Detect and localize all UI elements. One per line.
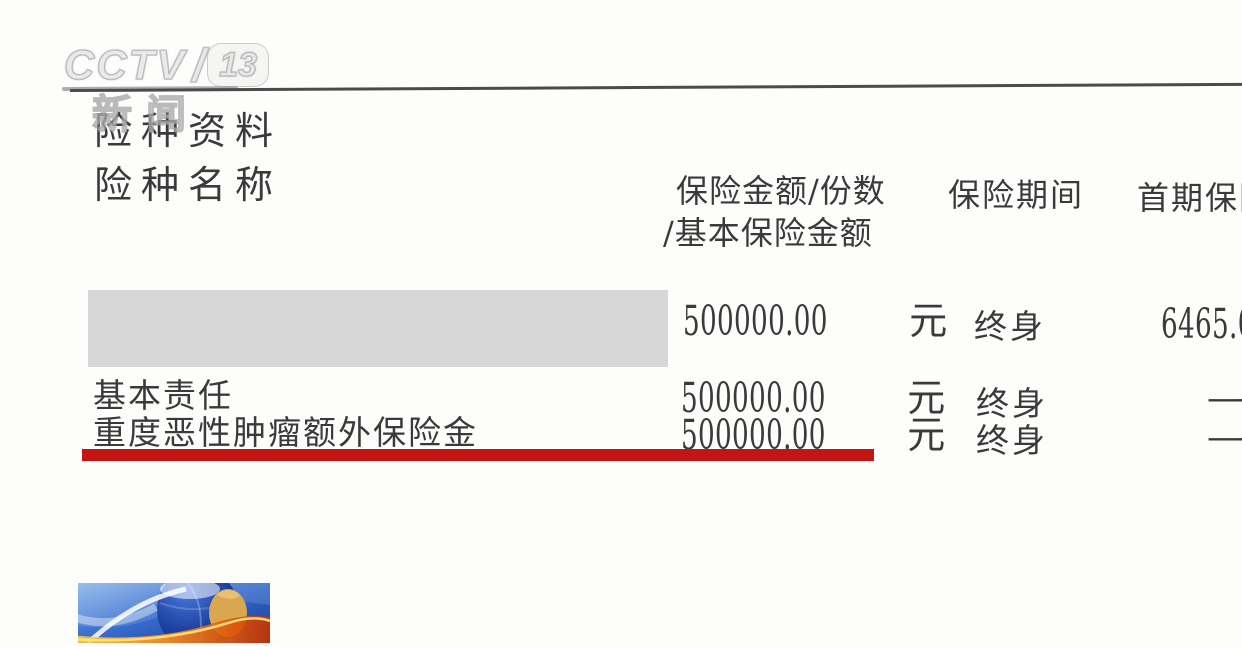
cctv-channel-number-badge: 13 (207, 43, 270, 87)
cctv-logo-text: CCTV (63, 40, 187, 89)
cctv-logo-slash: / (192, 38, 206, 92)
row3-period: 终身 (976, 421, 1048, 460)
red-highlight-underline (82, 449, 874, 461)
row1-first-premium: 6465.00 (1161, 300, 1242, 348)
column-header-amount-line2: /基本保险金额 (663, 214, 873, 252)
row2-name: 基本责任 (93, 376, 233, 415)
row1-amount: 500000.00 元 (683, 301, 947, 342)
news-watermark: 新闻 (91, 92, 200, 138)
column-header-period: 保险期间 (948, 176, 1085, 214)
row2-amount-unit: 元 (907, 376, 946, 420)
row3-amount-unit: 元 (907, 413, 946, 457)
row1-amount-value: 500000.00 (683, 297, 828, 345)
row1-amount-unit: 元 (909, 299, 948, 343)
row3-first-premium: —— (1207, 417, 1242, 458)
row3-amount: 500000.00 元 (681, 415, 945, 456)
row2-amount: 500000.00 元 (681, 378, 945, 419)
column-header-name: 险种名称 (94, 163, 283, 207)
row2-amount-value: 500000.00 (681, 374, 826, 422)
row3-name: 重度恶性肿瘤额外保险金 (93, 413, 478, 452)
section-title: 险种资料 (94, 109, 283, 153)
redacted-name-box (88, 290, 668, 367)
row3-amount-value: 500000.00 (681, 411, 826, 459)
column-header-first-premium: 首期保险 (1137, 179, 1242, 217)
globe-graphic-svg (67, 569, 271, 647)
row2-period: 终身 (976, 384, 1048, 423)
row2-first-premium: —— (1207, 378, 1242, 419)
cctv13-logo: CCTV / 13 (63, 38, 270, 92)
column-header-amount-line1: 保险金额/份数 (676, 172, 886, 210)
row1-period: 终身 (974, 307, 1046, 346)
news-globe-graphic (67, 569, 271, 647)
cctv-channel-number: 13 (218, 45, 258, 85)
